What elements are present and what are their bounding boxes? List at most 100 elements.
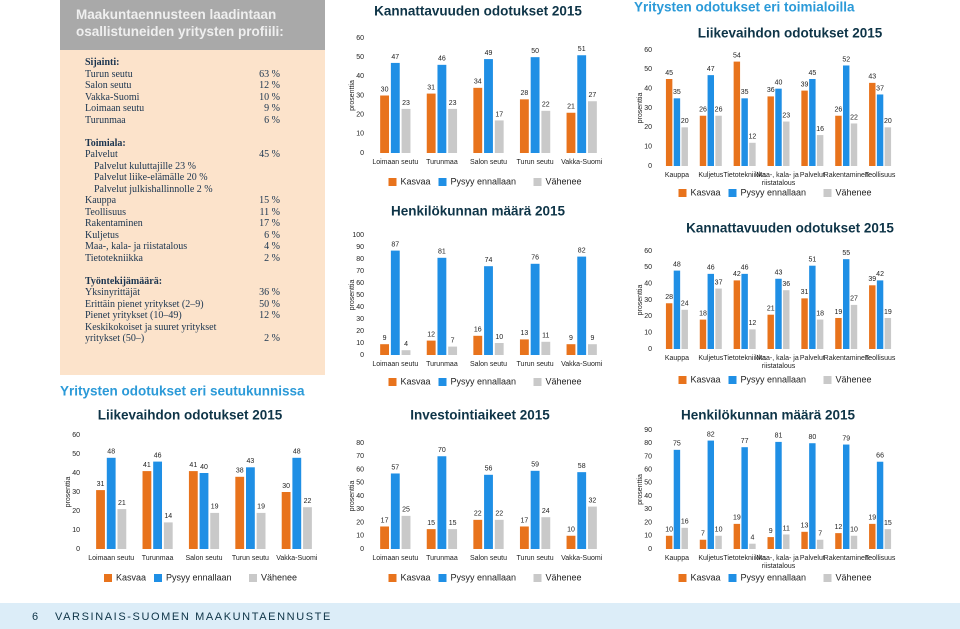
- value-label: 26: [715, 107, 723, 114]
- value-label: 7: [818, 531, 822, 538]
- bar: [801, 90, 808, 166]
- bar: [587, 344, 597, 355]
- bar: [715, 288, 722, 349]
- x-tick-label: Kuljetus: [698, 355, 723, 362]
- bar: [741, 273, 748, 349]
- y-tick-label: 40: [644, 493, 652, 500]
- value-label: 45: [665, 70, 673, 77]
- group-heading: Työntekijämäärä:: [85, 275, 163, 287]
- value-label: 34: [474, 79, 482, 86]
- value-label: 47: [391, 54, 399, 61]
- bar: [673, 98, 681, 166]
- value-label: 17: [495, 111, 503, 118]
- bar: [519, 526, 529, 549]
- profile-row: Salon seutu 12 %: [85, 80, 280, 92]
- y-tick-label: 50: [644, 480, 652, 487]
- y-tick-label: 30: [356, 506, 364, 513]
- value-label: 57: [391, 464, 399, 471]
- profile-row: Erittäin pienet yritykset (2–9) 50 %: [85, 299, 280, 311]
- bar: [494, 343, 504, 355]
- legend-swatch: [678, 574, 687, 582]
- bar: [673, 449, 681, 549]
- value-label: 12: [749, 320, 757, 327]
- x-tick-label: Kauppa: [665, 172, 689, 179]
- bar: [577, 256, 587, 355]
- value-label: 48: [673, 261, 681, 268]
- y-tick-label: 10: [356, 533, 364, 540]
- legend-swatch: [533, 378, 542, 386]
- y-tick-label: 70: [644, 453, 652, 460]
- x-tick-label: Kauppa: [665, 555, 689, 562]
- bar: [842, 444, 850, 549]
- value-label: 22: [542, 102, 550, 109]
- chart-title: Liikevaihdon odotukset 2015: [698, 26, 883, 41]
- y-tick-label: 0: [360, 546, 364, 553]
- bar: [749, 142, 756, 166]
- bar: [783, 121, 790, 166]
- value-label: 43: [247, 458, 255, 465]
- profile-row: Loimaan seutu 9 %: [85, 103, 280, 115]
- y-tick-label: 80: [356, 440, 364, 447]
- value-label: 9: [590, 335, 594, 342]
- y-tick-label: 40: [356, 493, 364, 500]
- bar: [566, 535, 576, 549]
- value-label: 23: [449, 100, 457, 107]
- bar: [850, 304, 858, 349]
- legend-label: Kasvaa: [691, 187, 721, 197]
- y-tick-label: 60: [356, 35, 364, 42]
- value-label: 15: [884, 520, 892, 527]
- row-value: 63 %: [259, 68, 280, 80]
- value-label: 19: [733, 515, 741, 522]
- bar: [577, 472, 587, 549]
- value-label: 12: [835, 524, 843, 531]
- legend-swatch: [438, 574, 447, 582]
- value-label: 51: [578, 46, 586, 53]
- bar: [519, 339, 529, 355]
- value-label: 40: [775, 80, 783, 87]
- y-axis-label: prosenttia: [637, 93, 644, 124]
- y-tick-label: 20: [644, 313, 652, 320]
- row-value: 2 %: [264, 252, 280, 264]
- row-label: Yksinyrittäjät: [85, 287, 140, 298]
- bar: [210, 512, 220, 549]
- y-tick-label: 20: [356, 328, 364, 335]
- bar: [665, 303, 673, 349]
- bar: [96, 490, 105, 549]
- x-tick-label: Vakka-Suomi: [276, 555, 318, 562]
- bar: [484, 474, 493, 549]
- value-label: 25: [402, 507, 410, 514]
- chart-title: Investointiaikeet 2015: [410, 408, 550, 423]
- bar: [707, 273, 715, 349]
- value-label: 31: [427, 84, 435, 91]
- bar: [494, 519, 504, 549]
- value-label: 87: [391, 241, 399, 248]
- bar: [767, 96, 774, 166]
- legend-label: Pysyy ennallaan: [451, 572, 517, 582]
- y-tick-label: 20: [356, 112, 364, 119]
- bar: [117, 509, 127, 549]
- legend-swatch: [388, 178, 397, 186]
- legend-swatch: [823, 376, 832, 384]
- bar: [835, 533, 842, 549]
- bar: [884, 127, 892, 166]
- bar: [437, 456, 447, 549]
- legend-swatch: [823, 189, 832, 197]
- row-value: 17 %: [259, 218, 280, 229]
- profile-row: Tietotekniikka 2 %: [85, 253, 280, 265]
- value-label: 20: [681, 118, 689, 125]
- bar: [199, 473, 209, 549]
- bar: [801, 298, 808, 349]
- group-heading: Toimiala:: [85, 137, 126, 149]
- row-value: 6 %: [264, 229, 280, 241]
- y-tick-label: 20: [644, 519, 652, 526]
- y-axis-label: prosenttia: [65, 477, 72, 508]
- y-tick-label: 0: [648, 546, 652, 553]
- row-label: Kuljetus: [85, 229, 119, 241]
- x-tick-label: Teollisuus: [865, 355, 896, 362]
- bar: [801, 531, 808, 549]
- bar: [566, 112, 576, 153]
- value-label: 75: [673, 441, 681, 448]
- bar: [681, 527, 688, 549]
- x-tick-label: Teollisuus: [865, 172, 896, 179]
- bar: [884, 529, 892, 549]
